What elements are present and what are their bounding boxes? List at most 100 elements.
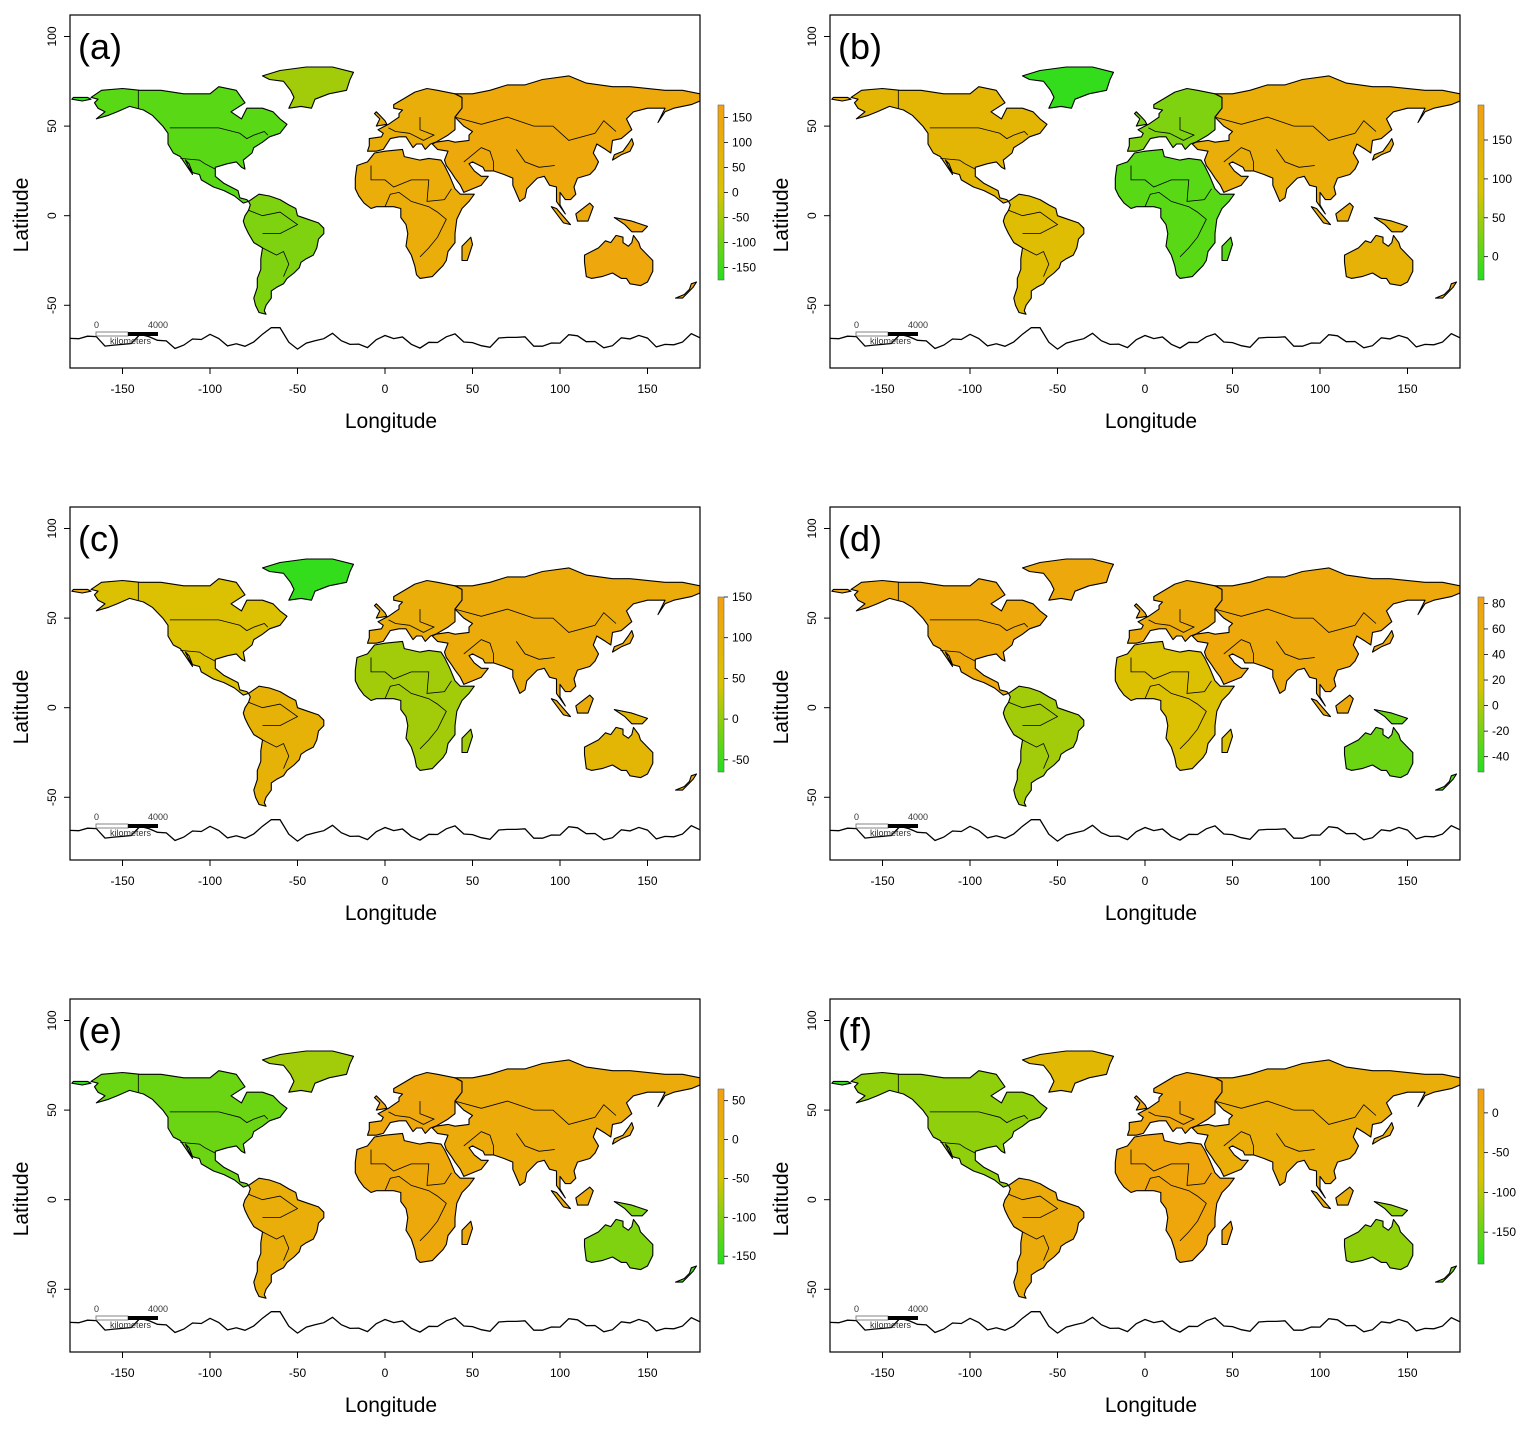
country-border [370, 1149, 452, 1186]
colorbar-tick-label: -150 [732, 261, 756, 275]
colorbar: 150 100 50 0 -50 -100 -150 [717, 104, 756, 281]
country-border [1214, 116, 1377, 141]
land-asia [431, 75, 700, 215]
y-tick-label: 0 [805, 704, 819, 711]
x-tick-label: 0 [382, 874, 389, 888]
y-axis-title: Latitude [10, 1162, 33, 1237]
country-border [370, 165, 452, 202]
y-tick-label: 100 [45, 1010, 59, 1030]
land-layer [830, 1050, 1460, 1334]
panel-label: (c) [78, 518, 120, 559]
colorbar-tick-label: 0 [732, 712, 739, 726]
land-alaska_tip [831, 96, 852, 102]
x-tick-label: -50 [289, 382, 307, 396]
scale-bar-dark [888, 332, 918, 336]
land-australia [1343, 234, 1414, 287]
colorbar-tick-label: -40 [1492, 750, 1510, 764]
country-border [262, 739, 290, 769]
colorbar-tick-label: 0 [1492, 699, 1499, 713]
land-greenland [261, 66, 355, 109]
land-northamerica [90, 86, 288, 204]
land-borneo [1335, 202, 1354, 222]
colorbar-tick-label: -100 [732, 1210, 756, 1224]
scale-bar-dark [128, 824, 158, 828]
colorbar-tick-label: 150 [732, 111, 752, 125]
y-tick-label: 50 [805, 119, 819, 133]
y-axis-title: Latitude [10, 178, 33, 253]
country-border [1275, 149, 1315, 168]
panel-label: (b) [838, 26, 882, 67]
country-border [463, 1131, 494, 1155]
land-newguinea [1373, 1200, 1409, 1217]
x-tick-label: 50 [466, 382, 480, 396]
scale-bar: 0 4000 kilometers [854, 320, 928, 346]
land-britain [373, 1095, 388, 1111]
land-southamerica [1002, 685, 1085, 807]
scale-bar-end: 4000 [908, 812, 928, 822]
map-panel: (e) -150 -100 -50 0 50 100 150 100 50 0 -50 Longitud… [10, 998, 756, 1417]
land-madagascar [1221, 236, 1234, 262]
country-border [1214, 1100, 1377, 1125]
antarctica-coast [830, 326, 1460, 350]
country-border [454, 608, 617, 633]
colorbar-tick-label: 0 [732, 1133, 739, 1147]
land-alaska_tip [71, 1080, 92, 1086]
country-border [1130, 165, 1212, 202]
country-border [388, 1101, 435, 1125]
scale-bar: 0 4000 kilometers [854, 1304, 928, 1330]
land-borneo [1335, 694, 1354, 714]
country-border [262, 247, 290, 277]
colorbar-tick-label: 80 [1492, 596, 1506, 610]
country-border [940, 158, 976, 170]
colorbar-ramp [1477, 596, 1485, 773]
y-tick-label: 100 [805, 518, 819, 538]
scale-bar-start: 0 [94, 320, 99, 330]
land-australia [1343, 1218, 1414, 1271]
scale-bar: 0 4000 kilometers [94, 812, 168, 838]
country-border [248, 1193, 299, 1218]
x-tick-label: 0 [1142, 1366, 1149, 1380]
x-axis-title: Longitude [1105, 410, 1197, 433]
land-japan [611, 1122, 635, 1145]
colorbar: 0 -50 -100 -150 [1477, 1088, 1516, 1265]
colorbar-tick-label: 100 [732, 631, 752, 645]
x-axis-title: Longitude [1105, 902, 1197, 925]
y-tick-label: -50 [805, 296, 819, 314]
country-border [388, 609, 435, 633]
country-border [169, 127, 269, 140]
country-border [262, 1231, 290, 1261]
land-northamerica [90, 1070, 288, 1188]
scale-bar-start: 0 [854, 1304, 859, 1314]
y-tick-label: 100 [45, 26, 59, 46]
colorbar-tick-label: 100 [732, 136, 752, 150]
map-panel: (c) -150 -100 -50 0 50 100 150 100 50 0 -50 Longitud… [10, 506, 752, 925]
country-border [1148, 1101, 1195, 1125]
country-border [1144, 1175, 1207, 1242]
colorbar-tick-label: -100 [732, 236, 756, 250]
panel-label: (a) [78, 26, 122, 67]
country-border [1223, 639, 1254, 663]
x-tick-label: -100 [198, 1366, 222, 1380]
x-tick-label: -50 [289, 874, 307, 888]
land-asia [1191, 1059, 1460, 1199]
land-sumatra [1310, 698, 1332, 718]
land-japan [1371, 1122, 1395, 1145]
scale-bar: 0 4000 kilometers [94, 1304, 168, 1330]
land-africa [354, 1132, 475, 1263]
x-tick-label: 50 [466, 1366, 480, 1380]
y-tick-label: -50 [805, 788, 819, 806]
x-tick-label: 50 [1226, 874, 1240, 888]
land-britain [373, 111, 388, 127]
colorbar-tick-label: 50 [732, 161, 746, 175]
y-tick-label: 100 [805, 26, 819, 46]
country-border [1223, 1131, 1254, 1155]
scale-bar-dark [128, 1316, 158, 1320]
country-border [1144, 191, 1207, 258]
colorbar-tick-label: 50 [1492, 211, 1506, 225]
land-madagascar [461, 236, 474, 262]
scale-bar-start: 0 [94, 812, 99, 822]
colorbar-tick-label: -100 [1492, 1185, 1516, 1199]
land-greenland [261, 1050, 355, 1093]
land-asia [431, 567, 700, 707]
